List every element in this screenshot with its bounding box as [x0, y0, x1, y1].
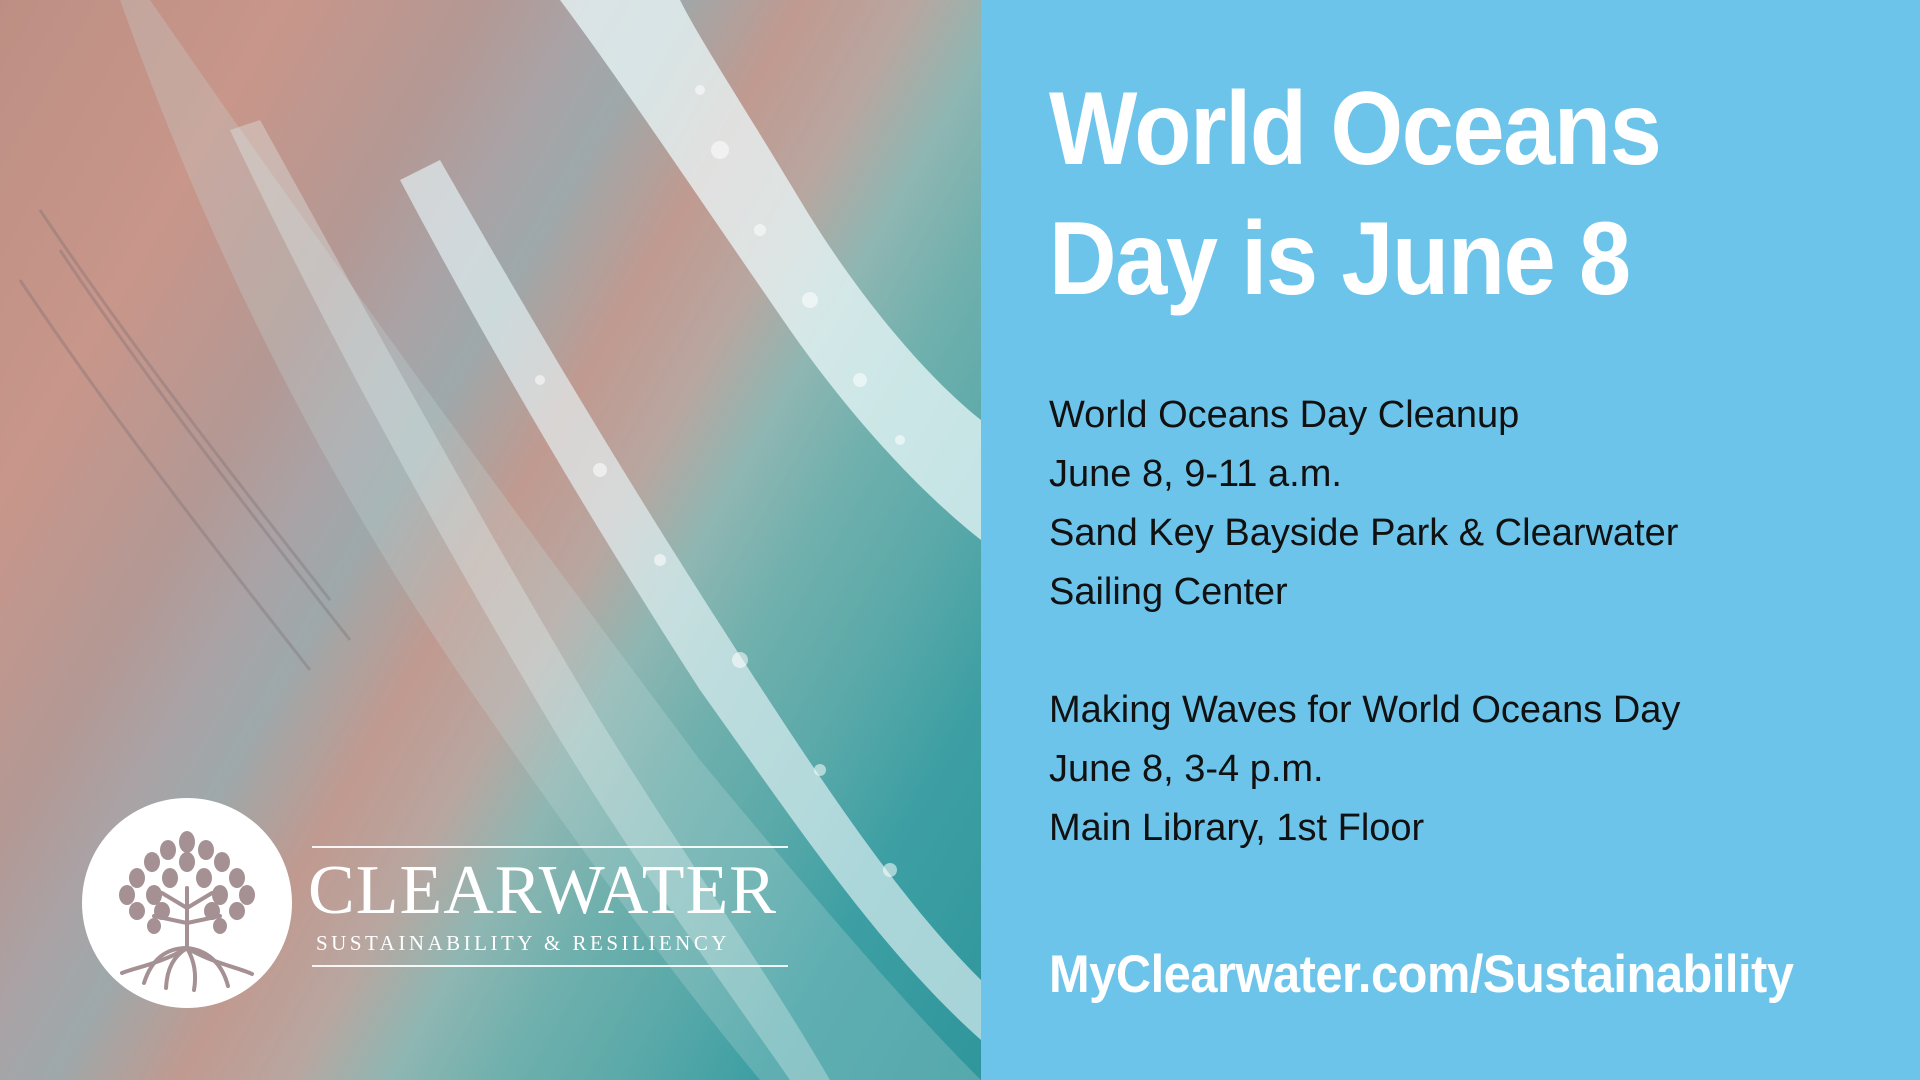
event-location: Main Library, 1st Floor	[1049, 807, 1425, 849]
event-date-time: June 8, 3-4 p.m.	[1049, 748, 1324, 790]
logo-divider-top	[312, 846, 788, 848]
headline-line-1: World Oceans	[1049, 71, 1662, 187]
logo-divider-bottom	[312, 965, 788, 967]
event-cleanup: World Oceans Day Cleanup June 8, 9-11 a.…	[1049, 386, 1680, 622]
headline-line-2: Day is June 8	[1049, 201, 1631, 317]
mangrove-tree-icon	[119, 831, 255, 992]
logo-wordmark: CLEARWATER	[308, 852, 777, 929]
event-location-continued: Sailing Center	[1049, 571, 1288, 613]
event-name: Making Waves for World Oceans Day	[1049, 689, 1681, 731]
beach-aerial-photo: CLEARWATER SUSTAINABILITY & RESILIENCY	[0, 0, 981, 1080]
surf-waves-graphic	[18, 0, 981, 1080]
event-date-time: June 8, 9-11 a.m.	[1049, 453, 1342, 495]
event-name: World Oceans Day Cleanup	[1049, 394, 1520, 436]
logo-tagline: SUSTAINABILITY & RESILIENCY	[316, 931, 731, 955]
clearwater-logo-badge	[82, 798, 292, 1008]
event-details: World Oceans Day Cleanup June 8, 9-11 a.…	[1049, 386, 1680, 858]
website-url: MyClearwater.com/Sustainability	[1049, 945, 1794, 1004]
event-location: Sand Key Bayside Park & Clearwater	[1049, 512, 1679, 554]
event-making-waves: Making Waves for World Oceans Day June 8…	[1049, 681, 1680, 858]
info-panel: World Oceans Day is June 8 World Oceans …	[981, 0, 1920, 1080]
headline: World Oceans Day is June 8	[1049, 64, 1662, 324]
